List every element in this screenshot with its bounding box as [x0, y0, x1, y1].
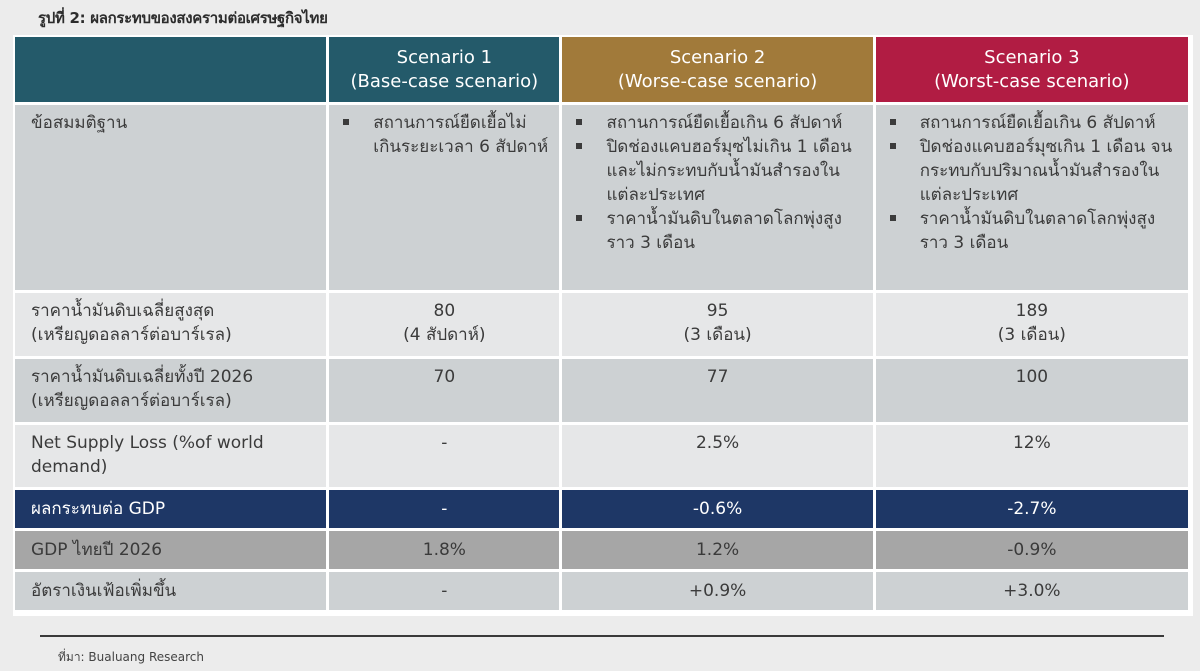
assumptions-s1-cell: สถานการณ์ยืดเยื้อไม่เกินระยะเวลา 6 สัปดา…: [329, 105, 560, 290]
scenario-title: Scenario 1: [396, 46, 493, 68]
list-item: ราคาน้ำมันดิบในตลาดโลกพุ่งสูงราว 3 เดือน: [876, 207, 1178, 255]
table-row-assumptions: ข้อสมมติฐาน สถานการณ์ยืดเยื้อไม่เกินระยะ…: [15, 105, 1188, 290]
header-scenario-3: Scenario 3 (Worst-case scenario): [875, 37, 1188, 102]
assumption-list: สถานการณ์ยืดเยื้อเกิน 6 สัปดาห์ ปิดช่องแ…: [876, 105, 1188, 255]
source-note: ที่มา: Bualuang Research: [58, 650, 204, 664]
table-row-peak-oil-price: ราคาน้ำมันดิบเฉลี่ยสูงสุด (เหรียญดอลลาร์…: [15, 293, 1188, 356]
value-cell-s1: 1.8%: [329, 531, 560, 569]
row-label-cell: ผลกระทบต่อ GDP: [15, 490, 327, 528]
figure-title: รูปที่ 2: ผลกระทบของสงครามต่อเศรษฐกิจไทย: [38, 9, 328, 27]
header-row: Scenario 1 (Base-case scenario) Scenario…: [15, 37, 1188, 102]
scenario-subtitle: (Base-case scenario): [350, 70, 539, 92]
assumption-list: สถานการณ์ยืดเยื้อเกิน 6 สัปดาห์ ปิดช่องแ…: [562, 105, 872, 255]
table-row-avg-oil-price-2026: ราคาน้ำมันดิบเฉลี่ยทั้งปี 2026 (เหรียญดอ…: [15, 359, 1188, 422]
bullet-square-icon: [576, 143, 583, 149]
row-label: อัตราเงินเฟ้อเพิ่มขึ้น: [31, 581, 177, 601]
row-label-cell: GDP ไทยปี 2026: [15, 531, 327, 569]
value-cell-s1: 70: [329, 359, 560, 422]
row-label-cell: ข้อสมมติฐาน: [15, 105, 327, 290]
row-label: ราคาน้ำมันดิบเฉลี่ยสูงสุด (เหรียญดอลลาร์…: [31, 301, 232, 345]
assumptions-s3-cell: สถานการณ์ยืดเยื้อเกิน 6 สัปดาห์ ปิดช่องแ…: [875, 105, 1188, 290]
row-label-cell: Net Supply Loss (%of world demand): [15, 425, 327, 487]
row-label: ราคาน้ำมันดิบเฉลี่ยทั้งปี 2026 (เหรียญดอ…: [31, 367, 254, 411]
value-cell-s3: 12%: [875, 425, 1188, 487]
value-cell-s3: -2.7%: [875, 490, 1188, 528]
scenario-title: Scenario 2: [669, 46, 766, 68]
table-row-net-supply-loss: Net Supply Loss (%of world demand) - 2.5…: [15, 425, 1188, 487]
value-cell-s3: 189 (3 เดือน): [875, 293, 1188, 356]
header-scenario-2: Scenario 2 (Worse-case scenario): [562, 37, 873, 102]
list-item: ราคาน้ำมันดิบในตลาดโลกพุ่งสูงราว 3 เดือน: [562, 207, 862, 255]
scenario-table: Scenario 1 (Base-case scenario) Scenario…: [12, 34, 1191, 613]
header-blank-cell: [15, 37, 327, 102]
value-cell-s1: -: [329, 425, 560, 487]
row-label-cell: อัตราเงินเฟ้อเพิ่มขึ้น: [15, 572, 327, 610]
header-scenario-1: Scenario 1 (Base-case scenario): [329, 37, 560, 102]
list-item: ปิดช่องแคบฮอร์มุซไม่เกิน 1 เดือน และไม่ก…: [562, 135, 862, 207]
row-label: ข้อสมมติฐาน: [31, 113, 128, 133]
value-cell-s1: 80 (4 สัปดาห์): [329, 293, 560, 356]
value-cell-s2: 77: [562, 359, 873, 422]
row-label: GDP ไทยปี 2026: [31, 540, 163, 560]
value-cell-s3: +3.0%: [875, 572, 1188, 610]
bullet-square-icon: [889, 119, 896, 125]
bullet-square-icon: [343, 119, 350, 125]
value-cell-s2: 95 (3 เดือน): [562, 293, 873, 356]
bullet-square-icon: [889, 143, 896, 149]
value-cell-s2: 2.5%: [562, 425, 873, 487]
list-item: สถานการณ์ยืดเยื้อเกิน 6 สัปดาห์: [562, 111, 862, 135]
value-cell-s3: 100: [875, 359, 1188, 422]
list-item: สถานการณ์ยืดเยื้อไม่เกินระยะเวลา 6 สัปดา…: [329, 111, 549, 159]
table-row-inflation-increase: อัตราเงินเฟ้อเพิ่มขึ้น - +0.9% +3.0%: [15, 572, 1188, 610]
value-cell-s1: -: [329, 572, 560, 610]
row-label-cell: ราคาน้ำมันดิบเฉลี่ยทั้งปี 2026 (เหรียญดอ…: [15, 359, 327, 422]
value-cell-s2: -0.6%: [562, 490, 873, 528]
row-label: Net Supply Loss (%of world demand): [31, 433, 264, 477]
bullet-square-icon: [576, 119, 583, 125]
value-cell-s1: -: [329, 490, 560, 528]
value-cell-s3: -0.9%: [875, 531, 1188, 569]
table-row-thai-gdp-2026: GDP ไทยปี 2026 1.8% 1.2% -0.9%: [15, 531, 1188, 569]
bullet-square-icon: [576, 215, 583, 221]
value-cell-s2: 1.2%: [562, 531, 873, 569]
list-item: สถานการณ์ยืดเยื้อเกิน 6 สัปดาห์: [876, 111, 1178, 135]
list-item: ปิดช่องแคบฮอร์มุซเกิน 1 เดือน จนกระทบกับ…: [876, 135, 1178, 207]
scenario-table-container: Scenario 1 (Base-case scenario) Scenario…: [13, 35, 1193, 616]
table-row-gdp-impact: ผลกระทบต่อ GDP - -0.6% -2.7%: [15, 490, 1188, 528]
scenario-title: Scenario 3: [984, 46, 1080, 68]
assumption-list: สถานการณ์ยืดเยื้อไม่เกินระยะเวลา 6 สัปดา…: [329, 105, 559, 159]
row-label-cell: ราคาน้ำมันดิบเฉลี่ยสูงสุด (เหรียญดอลลาร์…: [15, 293, 327, 356]
bullet-square-icon: [889, 215, 896, 221]
footer-divider: [40, 635, 1164, 637]
scenario-subtitle: (Worse-case scenario): [617, 70, 818, 92]
row-label: ผลกระทบต่อ GDP: [31, 499, 166, 519]
scenario-subtitle: (Worst-case scenario): [934, 70, 1130, 92]
value-cell-s2: +0.9%: [562, 572, 873, 610]
assumptions-s2-cell: สถานการณ์ยืดเยื้อเกิน 6 สัปดาห์ ปิดช่องแ…: [562, 105, 873, 290]
